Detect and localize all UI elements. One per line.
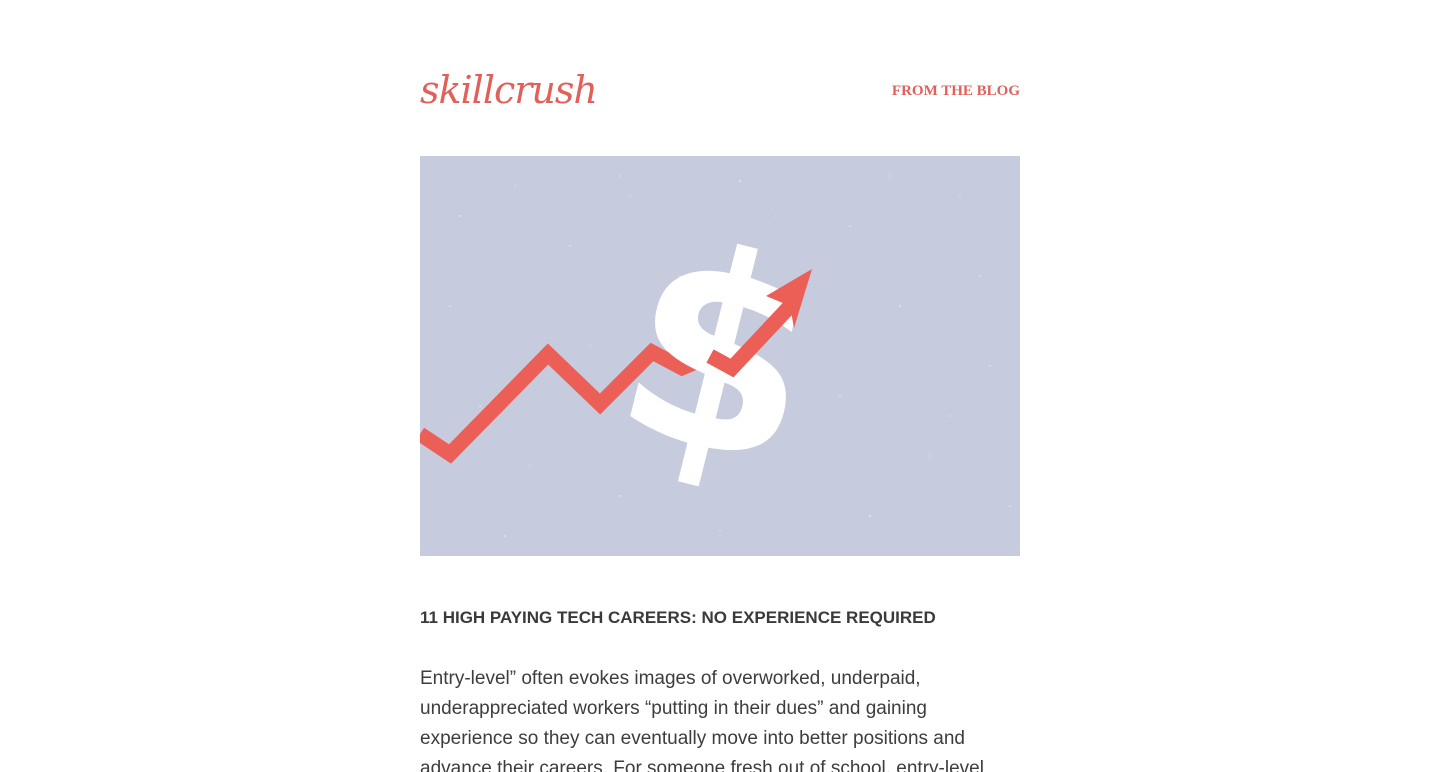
article-excerpt: Entry-level” often evokes images of over…: [420, 668, 984, 772]
email-header: skillcrush FROM THE BLOG: [420, 0, 1020, 156]
skillcrush-logo[interactable]: skillcrush: [420, 68, 598, 112]
dollar-growth-icon: $: [420, 156, 1020, 556]
email-container: skillcrush FROM THE BLOG: [420, 0, 1020, 772]
hero-image[interactable]: $: [420, 156, 1020, 556]
from-the-blog-link[interactable]: FROM THE BLOG: [891, 83, 1020, 99]
article-title[interactable]: 11 HIGH PAYING TECH CAREERS: NO EXPERIEN…: [420, 608, 936, 627]
